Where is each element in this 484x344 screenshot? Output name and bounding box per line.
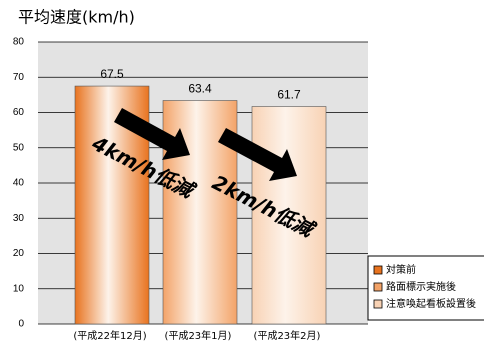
y-tick-label: 70 — [13, 72, 25, 83]
legend-swatch — [373, 282, 383, 292]
y-tick-label: 20 — [13, 248, 25, 259]
bar — [251, 106, 327, 325]
legend-label: 路面標示実施後 — [386, 280, 456, 293]
chart-title: 平均速度(km/h) — [18, 8, 135, 27]
x-tick-label: (平成22年12月) — [73, 329, 146, 342]
x-tick-label: (平成23年1月) — [165, 329, 232, 342]
data-label: 67.5 — [100, 67, 124, 81]
y-tick-label: 50 — [13, 142, 25, 153]
y-tick-label: 60 — [13, 107, 25, 118]
legend-label: 注意喚起看板設置後 — [386, 297, 476, 310]
y-tick-label: 30 — [13, 213, 25, 224]
y-tick-label: 80 — [13, 37, 25, 48]
arrow — [114, 108, 190, 160]
legend-swatch — [373, 265, 383, 275]
data-label: 61.7 — [277, 88, 301, 102]
arrow — [218, 128, 297, 181]
legend-swatch — [373, 299, 383, 309]
data-label: 63.4 — [188, 82, 212, 96]
legend-label: 対策前 — [386, 263, 416, 276]
x-tick-label: (平成23年2月) — [254, 329, 321, 342]
y-tick-label: 0 — [18, 319, 24, 330]
y-tick-label: 10 — [13, 283, 25, 294]
y-tick-label: 40 — [13, 178, 25, 189]
legend — [367, 255, 484, 321]
